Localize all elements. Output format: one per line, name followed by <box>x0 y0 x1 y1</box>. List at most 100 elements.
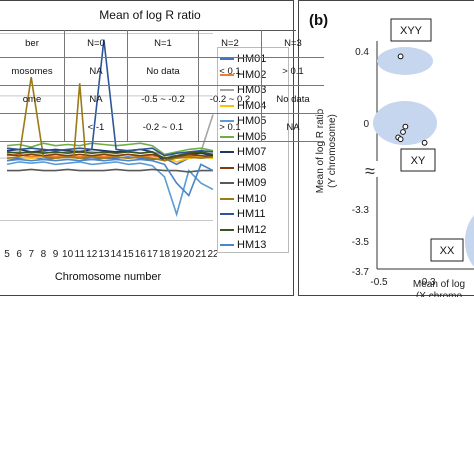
x-tick-label: 14 <box>110 249 122 260</box>
group-label-xy: XY <box>411 155 426 167</box>
group-label-xx: XX <box>440 245 455 257</box>
table-cell: > 0.1 <box>261 57 324 86</box>
data-point-xy <box>402 123 409 130</box>
table-title: Mean of log R ratio <box>99 8 201 22</box>
x-tick-label: 13 <box>98 249 110 260</box>
x-axis-label: Mean of log <box>413 279 465 290</box>
table-row: ome NA -0.5 ~ -0.2 -0.2 ~ 0.2 No data <box>0 85 324 114</box>
legend-label: HM11 <box>237 208 266 220</box>
x-tick-label: -0.3 <box>418 277 436 288</box>
legend-swatch <box>220 244 234 247</box>
table-cell: ome <box>0 85 65 114</box>
legend-swatch <box>220 197 234 200</box>
legend-label: HM10 <box>237 192 267 205</box>
y-tick-label: -3.7 <box>352 267 370 278</box>
y-axis-label: (Y chromosome) <box>327 114 338 188</box>
legend-item-hm13: HM13 <box>220 238 266 252</box>
x-tick-label: 9 <box>53 249 59 260</box>
x-tick-label: 12 <box>86 249 98 260</box>
data-point-xy <box>397 136 404 143</box>
group-label-box <box>400 148 436 172</box>
table-cell: < -1 <box>64 113 128 142</box>
x-tick-label: 18 <box>159 249 171 260</box>
table-cell: N=0 <box>64 30 128 58</box>
legend-item-hm11: HM11 <box>220 207 266 221</box>
table-cell: > 0.1 <box>198 113 262 142</box>
series-line-hm05 <box>6 161 214 218</box>
legend-label: HM08 <box>237 161 267 174</box>
cluster-ellipse-xy <box>373 101 437 145</box>
group-label-box <box>430 238 464 262</box>
data-point-xy <box>421 139 428 146</box>
table-cell: -0.5 ~ -0.2 <box>127 85 199 114</box>
legend-swatch <box>220 166 234 169</box>
y-tick-label: 0 <box>363 119 369 130</box>
table-cell: < 0.1 <box>198 57 262 86</box>
x-tick-label: 5 <box>4 249 10 260</box>
data-point-xyy <box>397 53 404 60</box>
table-cell: ber <box>0 30 65 58</box>
axis-break-symbol: ≈ <box>365 161 375 181</box>
x-tick-label: 8 <box>41 249 47 260</box>
legend-label: HM13 <box>237 239 267 251</box>
legend-swatch <box>220 213 234 216</box>
table-cell: -0.2 ~ 0.1 <box>127 113 199 142</box>
series-line-hm13 <box>6 158 214 198</box>
data-point-xy <box>400 129 406 135</box>
series-line-hm12 <box>6 151 214 160</box>
legend-swatch <box>220 228 234 231</box>
table-cell: N=2 <box>198 30 262 58</box>
cluster-ellipse-xyy <box>377 47 433 75</box>
x-tick-label: 6 <box>16 249 22 260</box>
table-cell: No data <box>127 57 199 86</box>
x-tick-label: 7 <box>28 249 34 260</box>
y-tick-label: -3.3 <box>352 205 370 216</box>
table-cell <box>0 113 65 142</box>
y-axis-label: Mean of log R ratio <box>315 108 326 193</box>
x-tick-label: -0.5 <box>370 277 388 288</box>
legend-label: HM09 <box>237 177 267 189</box>
x-tick-label: 22 <box>207 249 217 260</box>
x-axis-label: (X chromo <box>416 291 463 297</box>
panel-c-table: Mean of log R ratio ber N=0 N=1 N=2 N=3 mosom… <box>0 0 324 180</box>
scatter-chart-svg: (b) 0.4 0 -3.3 -3.5 -3.7-0.5 -0.3 ≈ Mean of log … <box>309 12 474 302</box>
legend-item-hm08: HM08 <box>220 161 266 175</box>
table-cell: NA <box>64 85 128 114</box>
legend-item-hm10: HM10 <box>220 192 266 206</box>
legend-item-hm09: HM09 <box>220 176 266 190</box>
x-tick-label: 17 <box>147 249 159 260</box>
panel-b-scatter-chart: (b) 0.4 0 -3.3 -3.5 -3.7 -0.5 -0.3 ≈ Mean of log … <box>298 0 474 302</box>
series-line-hm10 <box>6 76 214 162</box>
legend-item-hm12: HM12 <box>220 223 266 237</box>
table-cell: NA <box>261 113 324 142</box>
group-label-xyy: XYY <box>400 25 423 37</box>
group-label-box <box>390 18 432 42</box>
series-line-hm08 <box>6 153 214 160</box>
table-cell: N=1 <box>127 30 199 58</box>
legend-label: HM07 <box>237 146 267 158</box>
x-tick-label: 20 <box>183 249 195 260</box>
panel-label: (b) <box>309 12 328 29</box>
y-tick-label: 0.4 <box>355 47 369 58</box>
y-tick-label: -3.5 <box>352 237 370 248</box>
x-tick-label: 10 <box>62 249 74 260</box>
legend-swatch <box>220 182 234 185</box>
table-cell: N=3 <box>261 30 324 58</box>
x-tick-label: 15 <box>123 249 135 260</box>
results-table: ber N=0 N=1 N=2 N=3 mosomes NA No data < 0.1 > 0.… <box>0 30 324 142</box>
legend-swatch <box>220 151 234 154</box>
series-line-hm09 <box>7 168 213 173</box>
x-axis-label: Chromosome number <box>54 271 162 283</box>
legend-item-hm07: HM07 <box>220 145 266 159</box>
table-row: < -1 -0.2 ~ 0.1 > 0.1 NA <box>0 113 324 142</box>
table-cell: NA <box>64 57 128 86</box>
table-cell: -0.2 ~ 0.2 <box>198 85 262 114</box>
x-tick-label: 21 <box>195 249 207 260</box>
legend-label: HM12 <box>237 223 267 236</box>
line-chart-svg: 5 6 7 8 9 10 11 12 13 14 15 16 17 18 19 20 21 22 <box>0 32 217 260</box>
x-tick-label: 16 <box>135 249 147 260</box>
x-tick-label: 19 <box>171 249 183 260</box>
table-header-row: ber N=0 N=1 N=2 N=3 <box>0 30 324 58</box>
table-cell: mosomes <box>0 57 65 86</box>
table-cell: No data <box>261 85 324 114</box>
